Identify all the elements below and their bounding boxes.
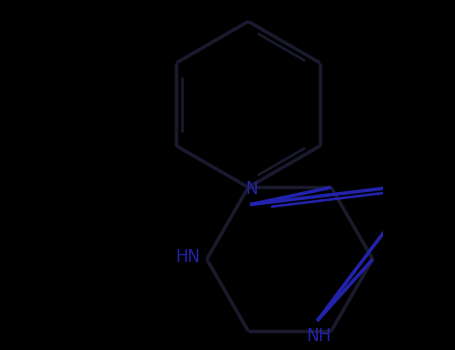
Text: HN: HN xyxy=(175,247,200,266)
Text: N: N xyxy=(245,180,258,198)
Text: NH: NH xyxy=(306,327,331,345)
